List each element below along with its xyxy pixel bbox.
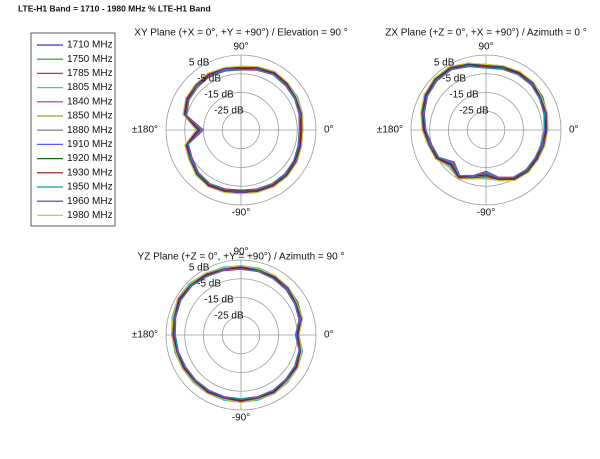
theta-tick-label: 90° (233, 247, 248, 258)
theta-tick-label: -90° (477, 208, 495, 219)
r-tick-label: 5 dB (434, 58, 455, 69)
theta-tick-label: ±180° (132, 330, 158, 341)
legend-label: 1710 MHz (67, 40, 113, 51)
pattern-trace (423, 65, 546, 179)
pattern-trace (182, 65, 304, 195)
pattern-trace (422, 64, 548, 181)
r-tick-label: -5 dB (197, 74, 221, 85)
legend-label: 1980 MHz (67, 210, 113, 221)
legend-label: 1750 MHz (67, 54, 113, 65)
r-tick-label: -15 dB (204, 89, 234, 100)
pattern-trace (422, 64, 547, 179)
r-tick-label: -15 dB (449, 89, 479, 100)
pattern-trace (173, 267, 301, 402)
legend-label: 1930 MHz (67, 167, 113, 178)
legend-label: 1950 MHz (67, 182, 113, 193)
theta-tick-label: 0° (569, 125, 579, 136)
r-tick-label: -25 dB (214, 105, 244, 116)
pattern-trace (183, 66, 303, 194)
r-tick-label: -25 dB (459, 105, 489, 116)
legend-label: 1920 MHz (67, 153, 113, 164)
pattern-trace (173, 267, 302, 401)
pattern-trace (172, 266, 303, 403)
legend-label: 1785 MHz (67, 68, 113, 79)
theta-tick-label: -90° (232, 208, 250, 219)
legend-box (30, 32, 116, 227)
r-tick-label: -15 dB (204, 294, 234, 305)
theta-tick-label: 90° (233, 42, 248, 53)
legend-label: 1850 MHz (67, 111, 113, 122)
pattern-trace (420, 62, 549, 182)
theta-tick-label: ±180° (377, 125, 403, 136)
theta-tick-label: 0° (324, 125, 334, 136)
r-tick-label: -5 dB (442, 74, 466, 85)
r-tick-label: -5 dB (197, 279, 221, 290)
pattern-trace (184, 67, 302, 192)
chart-title: ZX Plane (+Z = 0°, +X = +90°) / Azimuth … (385, 28, 587, 39)
pattern-trace (171, 265, 304, 403)
theta-tick-label: ±180° (132, 125, 158, 136)
pattern-trace (423, 65, 547, 180)
theta-tick-label: 90° (478, 42, 493, 53)
r-tick-label: 5 dB (189, 263, 210, 274)
pattern-trace (185, 68, 301, 191)
legend-label: 1840 MHz (67, 96, 113, 107)
r-tick-label: -25 dB (214, 310, 244, 321)
legend-label: 1960 MHz (67, 196, 113, 207)
pattern-trace (174, 268, 301, 400)
r-tick-label: 5 dB (189, 58, 210, 69)
legend-label: 1805 MHz (67, 82, 113, 93)
legend-label: 1910 MHz (67, 139, 113, 150)
chart-title: YZ Plane (+Z = 0°, +Y = +90°) / Azimuth … (138, 252, 345, 263)
theta-tick-label: -90° (232, 413, 250, 424)
theta-tick-label: 0° (324, 330, 334, 341)
page-title: LTE-H1 Band = 1710 - 1980 MHz % LTE-H1 B… (18, 3, 211, 13)
chart-title: XY Plane (+X = 0°, +Y = +90°) / Elevatio… (134, 28, 347, 39)
legend-label: 1880 MHz (67, 125, 113, 136)
